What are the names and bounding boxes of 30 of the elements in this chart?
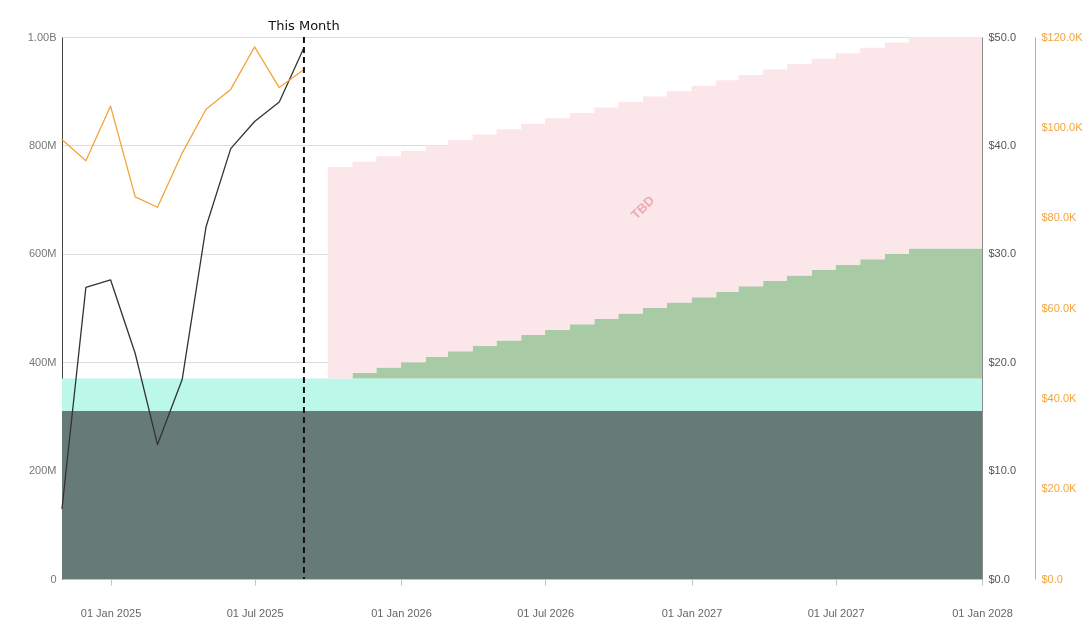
x-tick-label: 01 Jul 2026 <box>517 606 575 619</box>
y3-tick-label: $40.0K <box>1041 391 1078 404</box>
ref-line-label: This Month <box>267 18 340 33</box>
x-tick-label: 01 Jul 2027 <box>807 606 865 619</box>
y3-tick-label: $20.0K <box>1041 482 1078 495</box>
x-tick-label: 01 Jan 2026 <box>371 606 432 619</box>
y-tick-label: 800M <box>28 138 57 151</box>
y-tick-label: 0 <box>50 572 57 585</box>
x-tick-label: 01 Jan 2027 <box>661 606 723 619</box>
y3-tick-label: $80.0K <box>1041 211 1078 224</box>
y-tick-label: 200M <box>28 464 57 477</box>
x-tick-label: 01 Jan 2028 <box>952 606 1013 619</box>
series-label: TBD <box>627 192 658 223</box>
x-tick-label: 01 Jan 2025 <box>80 606 142 619</box>
x-tick-label: 01 Jul 2025 <box>226 606 284 619</box>
y3-tick-label: $120.0K <box>1041 30 1084 43</box>
y-tick-label: 400M <box>28 355 57 368</box>
y-tick-label: 1.00B <box>27 30 57 43</box>
y-tick-label: 600M <box>28 247 57 260</box>
y3-tick-label: $100.0K <box>1041 120 1084 133</box>
y2-tick-label: $40.0 <box>988 138 1017 151</box>
line-series <box>61 47 305 510</box>
y2-tick-label: $0.0 <box>988 572 1010 585</box>
y3-tick-label: $0.0 <box>1041 572 1063 585</box>
line-series <box>61 46 305 208</box>
y2-tick-label: $30.0 <box>988 247 1017 260</box>
y2-tick-label: $50.0 <box>988 30 1017 43</box>
y2-tick-label: $10.0 <box>988 464 1017 477</box>
y3-tick-label: $60.0K <box>1041 301 1078 314</box>
y2-tick-label: $20.0 <box>988 355 1017 368</box>
